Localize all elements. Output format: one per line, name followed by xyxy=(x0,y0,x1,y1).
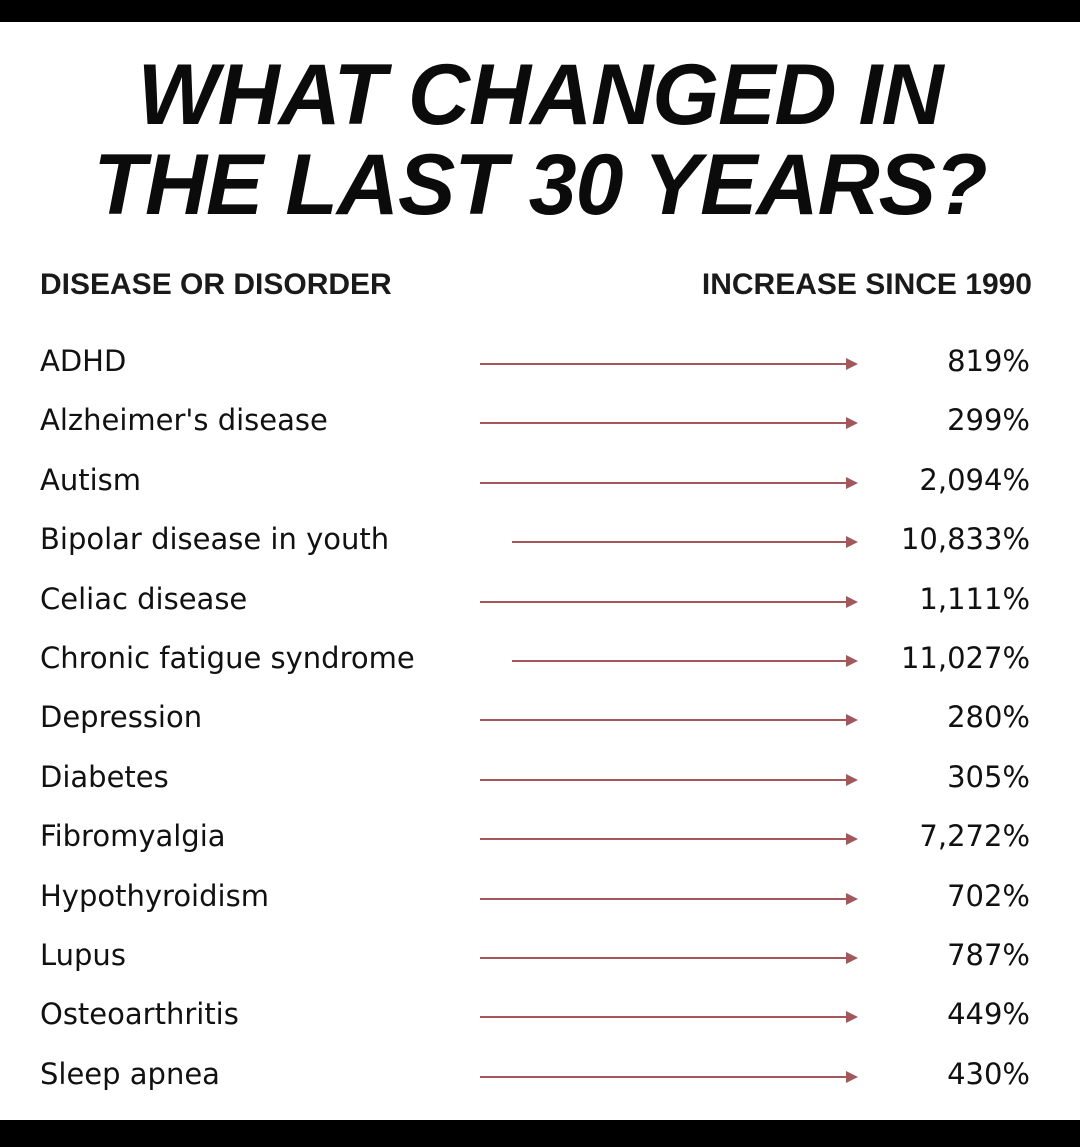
column-header-increase: INCREASE SINCE 1990 xyxy=(701,268,1032,301)
arrow-right-icon xyxy=(480,1070,858,1083)
table-row: Depression 280% xyxy=(0,697,1080,747)
increase-value: 280% xyxy=(947,700,1030,735)
arrow-right-icon xyxy=(480,1011,858,1024)
increase-value: 1,111% xyxy=(919,581,1030,616)
title-line-1: WHAT CHANGED IN xyxy=(137,47,943,143)
disease-name: Fibromyalgia xyxy=(40,819,226,854)
disease-name: Depression xyxy=(40,700,203,735)
infographic-card: WHAT CHANGED IN THE LAST 30 YEARS? DISEA… xyxy=(0,22,1080,1120)
increase-value: 7,272% xyxy=(919,819,1030,854)
increase-value: 702% xyxy=(947,878,1030,913)
arrow-right-icon xyxy=(480,714,858,727)
disease-name: Sleep apnea xyxy=(40,1056,220,1091)
increase-value: 449% xyxy=(947,997,1030,1032)
disease-name: Autism xyxy=(40,462,142,497)
table-row: Sleep apnea 430% xyxy=(0,1054,1080,1104)
arrow-right-icon xyxy=(480,833,858,846)
arrow-right-icon xyxy=(480,358,858,370)
table-row: Chronic fatigue syndrome 11,027% xyxy=(0,638,1080,688)
column-header-disease: DISEASE OR DISORDER xyxy=(40,268,392,301)
table-row: Hypothyroidism 702% xyxy=(0,876,1080,926)
increase-value: 819% xyxy=(947,344,1030,378)
table-row: Autism 2,094% xyxy=(0,460,1080,510)
title-line-2: THE LAST 30 YEARS? xyxy=(93,137,987,233)
table-row: Bipolar disease in youth 10,833% xyxy=(0,519,1080,569)
disease-name: Bipolar disease in youth xyxy=(40,522,390,557)
increase-value: 430% xyxy=(947,1056,1030,1091)
table-row: Celiac disease 1,111% xyxy=(0,579,1080,629)
arrow-right-icon xyxy=(480,476,858,489)
table-row: Alzheimer's disease 299% xyxy=(0,400,1080,450)
increase-value: 11,027% xyxy=(900,641,1030,675)
disease-name: ADHD xyxy=(40,344,127,378)
arrow-right-icon xyxy=(480,892,858,905)
table-row: Osteoarthritis 449% xyxy=(0,994,1080,1044)
table-row: ADHD 819% xyxy=(0,341,1080,391)
arrow-right-icon xyxy=(512,536,858,549)
arrow-right-icon xyxy=(480,417,858,430)
disease-name: Chronic fatigue syndrome xyxy=(40,641,415,675)
increase-value: 10,833% xyxy=(900,522,1030,557)
disease-name: Lupus xyxy=(40,938,126,972)
arrow-right-icon xyxy=(512,655,858,667)
table-row: Lupus 787% xyxy=(0,935,1080,985)
table-row: Fibromyalgia 7,272% xyxy=(0,816,1080,866)
arrow-right-icon xyxy=(480,595,858,608)
increase-value: 299% xyxy=(947,403,1030,438)
arrow-right-icon xyxy=(480,773,858,786)
table-row: Diabetes 305% xyxy=(0,757,1080,807)
disease-name: Celiac disease xyxy=(40,581,248,616)
increase-value: 787% xyxy=(947,938,1030,972)
increase-value: 305% xyxy=(947,759,1030,794)
disease-name: Diabetes xyxy=(40,759,169,794)
disease-name: Osteoarthritis xyxy=(40,997,239,1032)
disease-name: Hypothyroidism xyxy=(40,878,269,913)
increase-value: 2,094% xyxy=(919,462,1030,497)
disease-name: Alzheimer's disease xyxy=(40,403,328,438)
arrow-right-icon xyxy=(480,952,858,964)
